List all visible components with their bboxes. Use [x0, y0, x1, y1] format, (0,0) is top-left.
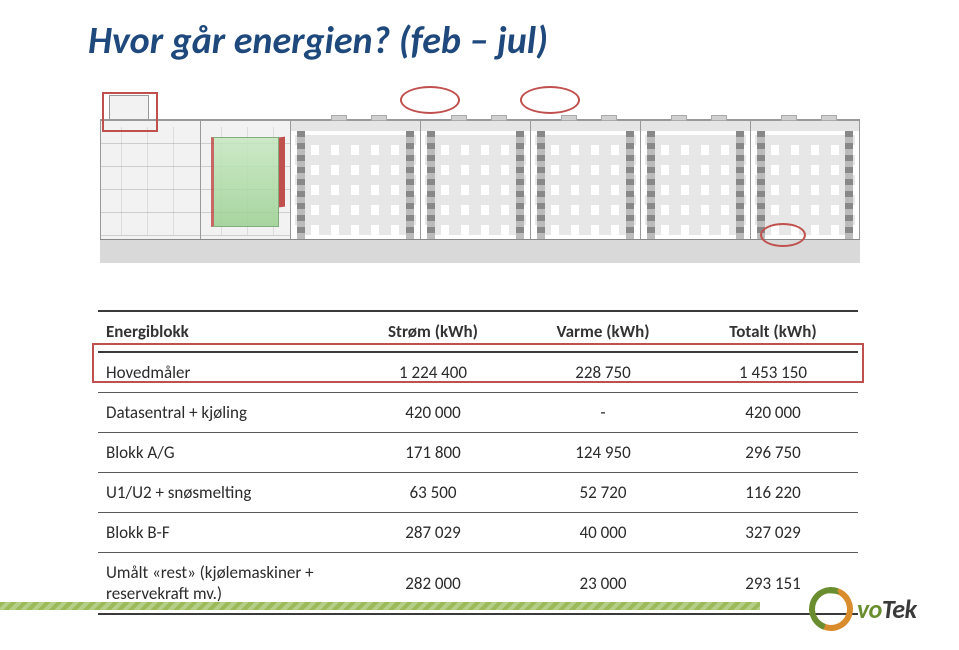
block-f: BLOKK F — [750, 119, 860, 239]
cell-label: Hovedmåler — [98, 352, 348, 393]
block-c-facade — [421, 119, 530, 239]
block-b-facade — [291, 119, 420, 239]
ground-strip — [100, 239, 860, 263]
cell-label: Datasentral + kjøling — [98, 393, 348, 433]
block-d: BLOKK D — [530, 119, 640, 239]
block-b: BLOKK B — [290, 119, 420, 239]
cell-varme: 40 000 — [518, 513, 688, 553]
cell-strom: 63 500 — [348, 473, 518, 513]
block-a-redbar — [279, 137, 285, 208]
cell-label: U1/U2 + snøsmelting — [98, 473, 348, 513]
cell-varme: 52 720 — [518, 473, 688, 513]
block-a-green — [211, 137, 279, 227]
logo-text: voTek — [857, 593, 916, 625]
block-g: BLOKK G — [100, 119, 200, 239]
table-row: Hovedmåler 1 224 400 228 750 1 453 150 — [98, 352, 858, 393]
cell-totalt: 1 453 150 — [688, 352, 858, 393]
energy-table: Energiblokk Strøm (kWh) Varme (kWh) Tota… — [98, 310, 858, 615]
table-row: Blokk B-F 287 029 40 000 327 029 — [98, 513, 858, 553]
anno-box-g — [102, 92, 158, 132]
slide: Hvor går energien? (feb – jul) BLOKK G B… — [0, 0, 959, 650]
cell-totalt: 420 000 — [688, 393, 858, 433]
logo: voTek — [809, 586, 929, 632]
col-totalt: Totalt (kWh) — [688, 311, 858, 352]
table-header-row: Energiblokk Strøm (kWh) Varme (kWh) Tota… — [98, 311, 858, 352]
cell-label: Blokk A/G — [98, 433, 348, 473]
cell-varme: - — [518, 393, 688, 433]
building-facade: BLOKK G BLOKK A BLOKK B — [100, 119, 860, 239]
block-f-facade — [751, 119, 859, 239]
block-d-facade — [531, 119, 640, 239]
cell-strom: 1 224 400 — [348, 352, 518, 393]
anno-ellipse-ground — [760, 223, 806, 247]
col-strom: Strøm (kWh) — [348, 311, 518, 352]
cell-strom: 171 800 — [348, 433, 518, 473]
col-varme: Varme (kWh) — [518, 311, 688, 352]
table-row: U1/U2 + snøsmelting 63 500 52 720 116 22… — [98, 473, 858, 513]
table-row: Datasentral + kjøling 420 000 - 420 000 — [98, 393, 858, 433]
cell-strom: 420 000 — [348, 393, 518, 433]
cell-totalt: 327 029 — [688, 513, 858, 553]
anno-ellipse-roof-2 — [520, 86, 580, 114]
footer-stripe — [0, 602, 760, 610]
block-g-facade — [101, 119, 200, 239]
table-row: Blokk A/G 171 800 124 950 296 750 — [98, 433, 858, 473]
cell-varme: 228 750 — [518, 352, 688, 393]
block-c: BLOKK C — [420, 119, 530, 239]
cell-totalt: 296 750 — [688, 433, 858, 473]
block-e: BLOKK E — [640, 119, 750, 239]
building-diagram: BLOKK G BLOKK A BLOKK B — [100, 88, 860, 263]
cell-label: Blokk B-F — [98, 513, 348, 553]
col-energiblokk: Energiblokk — [98, 311, 348, 352]
anno-ellipse-roof-1 — [400, 86, 460, 114]
block-a: BLOKK A — [200, 119, 290, 239]
cell-strom: 287 029 — [348, 513, 518, 553]
cell-varme: 124 950 — [518, 433, 688, 473]
slide-title: Hvor går energien? (feb – jul) — [88, 18, 548, 64]
cell-totalt: 116 220 — [688, 473, 858, 513]
block-e-facade — [641, 119, 750, 239]
logo-swirl-icon — [802, 580, 860, 638]
